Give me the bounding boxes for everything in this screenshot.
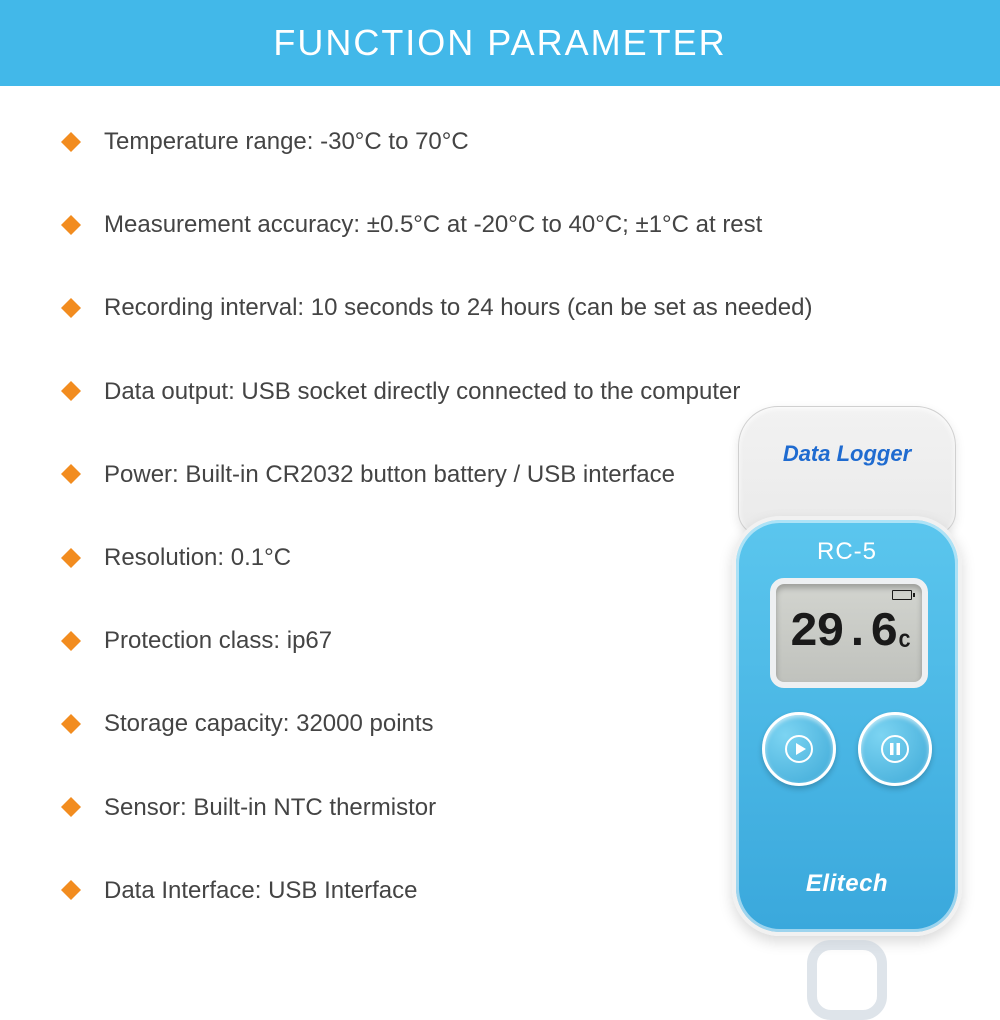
reading-unit: C <box>899 631 909 654</box>
model-label: RC-5 <box>736 538 958 566</box>
spec-text: Sensor: Built-in NTC thermistor <box>104 792 436 823</box>
lcd-screen: 29.6 C <box>770 578 928 688</box>
diamond-bullet-icon <box>60 131 82 153</box>
spec-text: Protection class: ip67 <box>104 625 332 656</box>
spec-text: Recording interval: 10 seconds to 24 hou… <box>104 292 812 323</box>
battery-icon <box>892 590 912 600</box>
brand-label: Elitech <box>736 870 958 898</box>
reading-value: 29.6 <box>789 606 896 660</box>
diamond-bullet-icon <box>60 713 82 735</box>
play-button <box>762 712 836 786</box>
diamond-bullet-icon <box>60 463 82 485</box>
lcd-reading: 29.6 C <box>789 606 908 660</box>
diamond-bullet-icon <box>60 796 82 818</box>
spec-item: Data output: USB socket directly connect… <box>60 376 1000 407</box>
device-buttons <box>736 712 958 786</box>
diamond-bullet-icon <box>60 297 82 319</box>
diamond-bullet-icon <box>60 380 82 402</box>
spec-text: Temperature range: -30°C to 70°C <box>104 126 469 157</box>
spec-text: Storage capacity: 32000 points <box>104 708 434 739</box>
content-area: Temperature range: -30°C to 70°C Measurem… <box>0 86 1000 906</box>
diamond-bullet-icon <box>60 879 82 901</box>
pause-button <box>858 712 932 786</box>
spec-text: Power: Built-in CR2032 button battery / … <box>104 459 675 490</box>
diamond-bullet-icon <box>60 630 82 652</box>
page-title: FUNCTION PARAMETER <box>273 22 726 64</box>
header-bar: FUNCTION PARAMETER <box>0 0 1000 86</box>
spec-text: Data Interface: USB Interface <box>104 875 418 906</box>
diamond-bullet-icon <box>60 547 82 569</box>
lanyard-loop <box>807 940 887 1020</box>
spec-item: Temperature range: -30°C to 70°C <box>60 126 1000 157</box>
device-body: RC-5 29.6 C <box>732 516 962 936</box>
cap-label: Data Logger <box>739 441 955 467</box>
pause-icon <box>880 734 910 764</box>
spec-text: Measurement accuracy: ±0.5°C at -20°C to… <box>104 209 762 240</box>
spec-item: Measurement accuracy: ±0.5°C at -20°C to… <box>60 209 1000 240</box>
spec-text: Data output: USB socket directly connect… <box>104 376 740 407</box>
spec-item: Recording interval: 10 seconds to 24 hou… <box>60 292 1000 323</box>
diamond-bullet-icon <box>60 214 82 236</box>
play-icon <box>784 734 814 764</box>
spec-text: Resolution: 0.1°C <box>104 542 291 573</box>
device-illustration: Data Logger RC-5 29.6 C <box>732 406 962 966</box>
